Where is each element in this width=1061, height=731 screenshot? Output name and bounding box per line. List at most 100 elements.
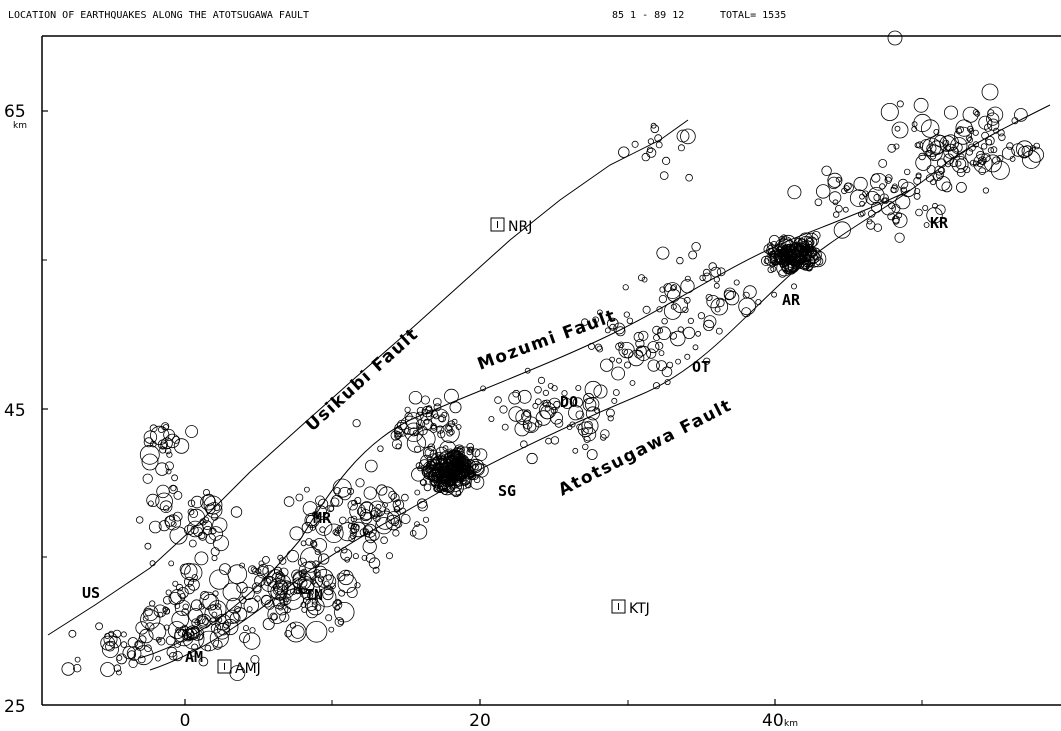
epicenter-circle [295,493,304,502]
epicenter-circle [821,165,832,177]
epicenter-circle [581,427,597,442]
epicenter-circle [916,141,924,149]
epicenter-circle [488,415,495,422]
epicenter-circle [653,334,660,342]
epicenter-circle [983,123,993,132]
epicenter-circle [664,379,671,386]
epicenter-circle [791,242,799,249]
epicenter-circle [159,500,173,514]
epicenter-circle [769,249,786,265]
epicenter-circle [362,539,377,554]
epicenter-circle [878,158,888,168]
epicenter-circle [582,443,589,451]
epicenter-circle [524,367,531,374]
epicenter-circle [423,483,432,492]
epicenter-circle [400,415,420,435]
epicenter-circle [534,385,542,394]
epicenter-circle [222,618,239,636]
y-tick-label: 45 [4,401,26,421]
epicenter-circle [871,173,881,183]
epicenter-circle [894,232,905,243]
epicenter-circle [392,499,405,511]
epicenter-circle [135,516,144,524]
fault-label-usikubi: Usikubi Fault [302,324,423,436]
epicenter-circle [279,612,290,623]
epicenter-circle [676,129,690,143]
epicenter-circle [972,109,980,116]
epicenter-circle [284,630,292,638]
epicenter-circle [783,259,798,273]
epicenter-circle [300,580,315,595]
epicenter-circle [331,494,344,507]
epicenter-circle [606,317,619,330]
epicenter-circle [164,608,171,615]
epicenter-circle [146,493,160,507]
epicenter-circle [657,326,671,341]
epicenter-circle [675,358,681,365]
epicenter-circle [588,342,596,350]
epicenter-circle [867,210,876,218]
epicenter-circle [439,468,446,475]
epicenter-circle [168,560,175,567]
epicenter-circle [684,275,691,282]
epicenter-circle [173,438,190,454]
epicenter-circle [806,236,818,248]
epicenter-circle [967,143,976,152]
epicenter-circle [300,547,322,569]
epicenter-circle [697,312,706,320]
epicenter-circle [923,222,930,228]
epicenter-circle [349,502,367,520]
epicenter-circle [307,589,314,596]
epicenter-circle [120,641,128,648]
epicenter-circle [393,505,400,512]
epicenter-circle [987,118,1000,131]
epicenter-circle [324,523,344,544]
epicenter-circle [116,654,123,661]
epicenter-circle [664,282,681,300]
epicenter-circle [439,451,449,460]
epicenter-circle [198,656,209,667]
epicenter-circle [326,504,335,513]
epicenter-circle [695,330,701,337]
epicenter-circle [164,515,176,527]
epicenter-circle [980,143,988,150]
epicenter-circle [275,590,286,601]
epicenter-circle [311,576,323,588]
epicenter-circle [127,650,137,659]
epicenter-circle [862,190,869,197]
epicenter-circle [661,318,668,325]
epicenter-circle [973,160,979,167]
epicenter-circle [225,609,240,624]
epicenter-circle [572,397,584,408]
epicenter-circle [441,487,449,495]
epicenter-circle [782,244,789,251]
epicenter-circle [256,566,270,579]
epicenter-circle [935,176,951,191]
epicenter-circle [120,631,127,638]
epicenter-circle [646,146,654,153]
epicenter-circle [163,428,176,441]
epicenter-circle [149,600,156,607]
station-nrj: NRJ [490,217,532,235]
epicenter-circle [853,176,868,192]
epicenter-circle [501,423,509,431]
epicenter-circle [526,422,537,432]
epicenter-circle [935,171,945,180]
epicenter-circle [334,546,341,553]
epicenter-circle [427,443,436,452]
epicenter-circle [763,258,770,265]
epicenter-circle [150,425,170,445]
epicenter-circle [363,486,377,500]
epicenter-circle [338,569,354,586]
epicenter-circle [157,611,164,618]
epicenter-circle [198,630,220,652]
epicenter-circle [733,279,740,286]
epicenter-circle [584,420,593,430]
epicenter-circle [771,260,778,267]
epicenter-circle [182,603,189,610]
epicenter-circle [336,525,343,531]
epicenter-circle [827,176,841,190]
epicenter-circle [859,193,865,200]
station-amj: AMJ [217,659,261,677]
epicenter-circle [170,485,177,492]
